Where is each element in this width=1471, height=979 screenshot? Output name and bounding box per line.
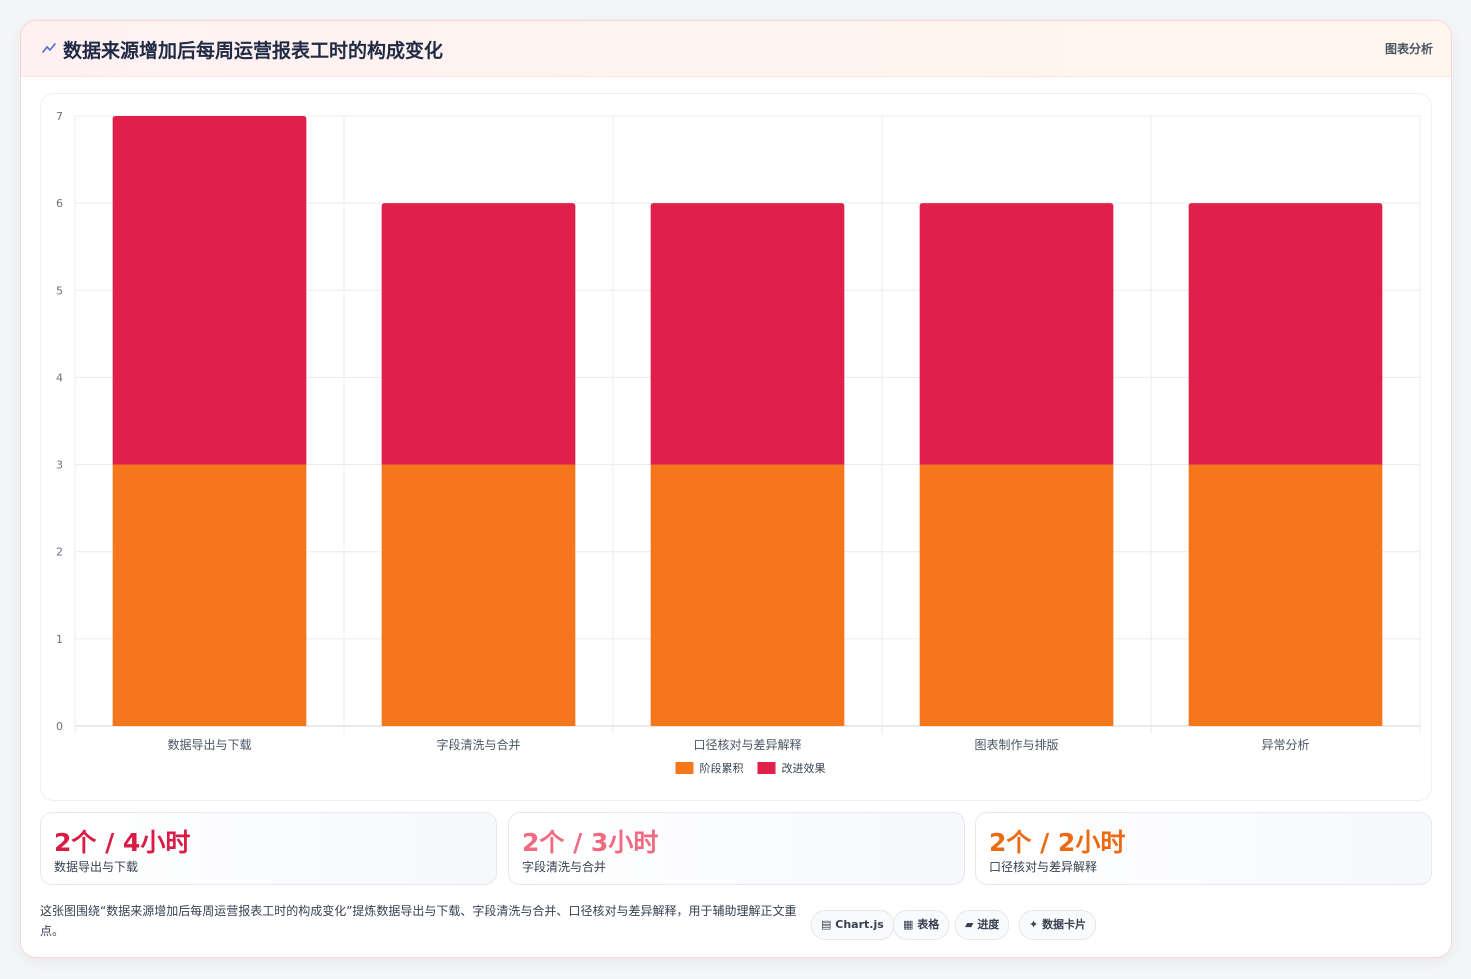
y-tick-label: 1: [56, 633, 63, 646]
y-tick-label: 6: [56, 197, 63, 210]
x-tick-label: 图表制作与排版: [974, 738, 1058, 752]
bar-segment: [112, 464, 307, 726]
chart-panel: 0 1 2 3 4 5 6 7 数据导出与下载 字段清洗与合并 口径核对与差异解释 图表制作与排版 异常…: [40, 93, 1432, 801]
bar-segment: [381, 464, 576, 726]
bar-segment: [650, 464, 845, 726]
chart-icon: ▤: [821, 918, 832, 931]
stat-label: 口径核对与差异解释: [989, 860, 1098, 874]
bar-segment: [1188, 464, 1383, 726]
stat-value: 2个 / 3小时: [522, 828, 659, 857]
chip-chartjs[interactable]: ▤ Chart.js: [811, 910, 894, 940]
chip-data-card[interactable]: ✦ 数据卡片: [1019, 910, 1097, 940]
chip-progress[interactable]: ▰ 进度: [955, 910, 1010, 940]
x-tick-label: 口径核对与差异解释: [693, 738, 801, 752]
y-tick-label: 5: [56, 284, 63, 297]
x-tick-label: 字段清洗与合并: [436, 737, 520, 752]
legend-swatch: [757, 762, 776, 774]
table-icon: ▦: [903, 918, 914, 931]
bar-segment: [1188, 203, 1383, 465]
y-tick-label: 2: [56, 546, 63, 559]
y-tick-label: 4: [56, 371, 63, 384]
y-tick-label: 7: [56, 110, 63, 123]
chip-label: 进度: [977, 918, 1000, 931]
stat-value: 2个 / 4小时: [54, 828, 191, 857]
legend-label: 阶段累积: [700, 761, 744, 775]
stat-card-3: 2个 / 2小时 口径核对与差异解释: [975, 812, 1432, 885]
bar-segment: [650, 203, 845, 465]
chart-card: 数据来源增加后每周运营报表工时的构成变化 图表分析 0 1 2 3 4 5 6 7 数据导出与下…: [20, 20, 1452, 958]
stacked-bar-chart: 0 1 2 3 4 5 6 7 数据导出与下载 字段清洗与合并 口径核对与差异解释 图表制作与排版 异常…: [56, 110, 1421, 775]
progress-icon: ▰: [965, 918, 974, 931]
legend-label: 改进效果: [782, 761, 826, 775]
y-tick-label: 3: [56, 459, 63, 472]
stat-value: 2个 / 2小时: [989, 828, 1126, 857]
bar-segment: [919, 464, 1114, 726]
y-tick-label: 0: [56, 720, 63, 733]
card-header: 数据来源增加后每周运营报表工时的构成变化 图表分析: [21, 21, 1451, 77]
chart-analysis-tag: 图表分析: [1384, 42, 1433, 56]
bar-segment: [919, 203, 1114, 465]
bar-segment: [381, 203, 576, 465]
sparkle-icon: ✦: [1029, 918, 1039, 931]
page-title: 数据来源增加后每周运营报表工时的构成变化: [63, 40, 444, 62]
stat-label: 数据导出与下载: [54, 860, 139, 874]
chip-table[interactable]: ▦ 表格: [893, 910, 950, 940]
x-tick-label: 异常分析: [1261, 738, 1309, 752]
chip-label: Chart.js: [835, 918, 884, 931]
stat-card-2: 2个 / 3小时 字段清洗与合并: [508, 812, 965, 885]
chip-label: 数据卡片: [1042, 918, 1087, 931]
legend-swatch: [675, 762, 694, 774]
chart-note: 这张图围绕“数据来源增加后每周运营报表工时的构成变化”提炼数据导出与下载、字段清…: [40, 904, 797, 938]
chip-label: 表格: [917, 918, 940, 931]
stat-card-1: 2个 / 4小时 数据导出与下载: [40, 812, 497, 885]
x-tick-label: 数据导出与下载: [167, 737, 251, 752]
trend-icon: [42, 43, 56, 53]
stat-label: 字段清洗与合并: [522, 860, 607, 874]
bar-segment: [112, 116, 307, 465]
